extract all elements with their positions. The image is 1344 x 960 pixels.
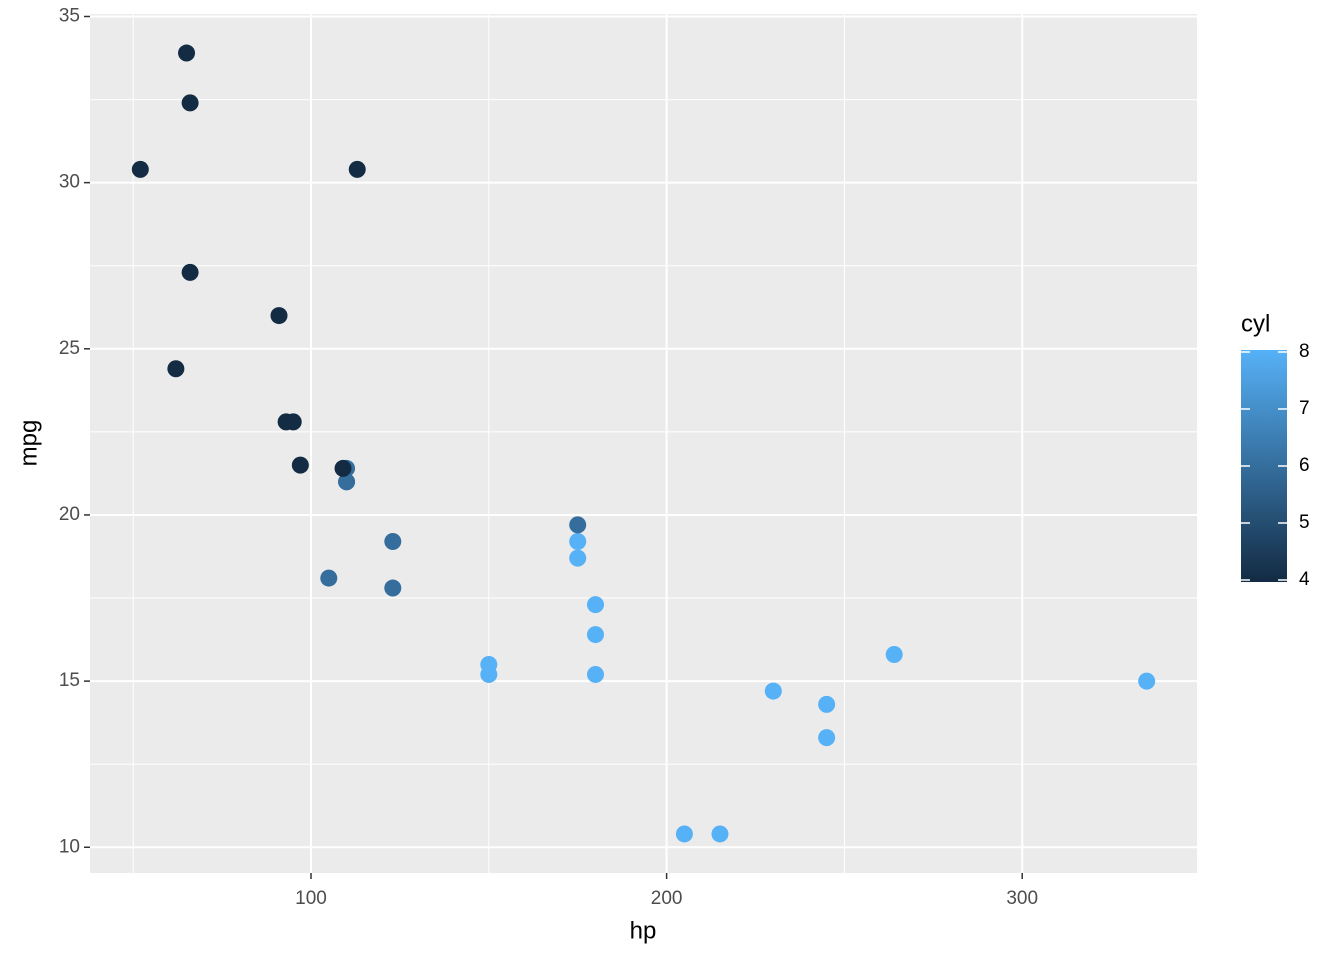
point [711,825,729,843]
point [181,263,199,281]
x-tick-label: 200 [651,888,683,909]
point [569,516,587,534]
point [384,533,402,551]
colorbar-label: 5 [1299,512,1310,533]
point [586,665,604,683]
point [284,413,302,431]
point [291,456,309,474]
point [885,646,903,664]
point [569,533,587,551]
point [764,682,782,700]
colorbar-label: 6 [1299,455,1310,476]
legend-title: cyl [1241,310,1270,337]
y-tick-label: 30 [59,172,80,193]
y-tick-label: 20 [59,504,80,525]
point [338,473,356,491]
point [586,626,604,644]
point [131,160,149,178]
point [818,695,836,713]
point [181,94,199,112]
panel [90,14,1197,873]
x-axis-title: hp [630,917,657,944]
point [569,549,587,567]
point [480,665,498,683]
point [384,579,402,597]
colorbar-label: 4 [1299,569,1310,590]
y-axis-title: mpg [15,420,42,467]
y-tick-label: 35 [59,6,80,27]
y-tick-label: 15 [59,670,80,691]
x-tick-label: 100 [295,888,327,909]
point [334,459,352,477]
point [818,729,836,747]
point [675,825,693,843]
point [178,44,196,62]
colorbar-label: 7 [1299,398,1310,419]
x-tick-label: 300 [1006,888,1038,909]
y-tick-label: 10 [59,836,80,857]
y-tick-label: 25 [59,338,80,359]
point [270,307,288,325]
point [320,569,338,587]
colorbar-label: 8 [1299,341,1310,362]
point [167,360,185,378]
point [348,160,366,178]
point [1138,672,1156,690]
point [586,596,604,614]
